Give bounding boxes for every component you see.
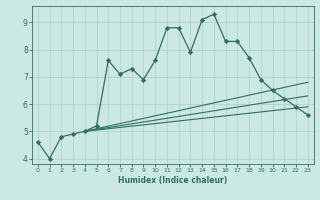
X-axis label: Humidex (Indice chaleur): Humidex (Indice chaleur) <box>118 176 228 185</box>
